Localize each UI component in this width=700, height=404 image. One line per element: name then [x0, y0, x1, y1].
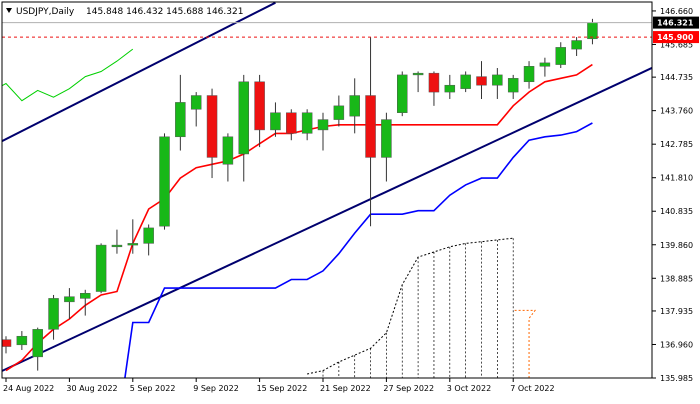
marked-level-badge	[653, 31, 699, 44]
candle-body	[32, 329, 43, 358]
plot-frame	[1, 1, 653, 379]
candle-body	[444, 84, 456, 93]
x-tick-label: 7 Oct 2022	[510, 384, 554, 393]
candle-body	[365, 95, 376, 158]
candle-body	[492, 74, 503, 86]
candle-body	[286, 112, 297, 134]
y-tick-label: 138.885	[660, 274, 693, 283]
candle-body	[190, 95, 202, 110]
current-price-badge	[653, 16, 699, 29]
candle-body	[270, 112, 281, 131]
candle-body	[206, 95, 218, 158]
candle-body	[460, 74, 471, 89]
candle-body	[127, 243, 139, 246]
candle-body	[222, 136, 234, 165]
y-tick-label: 139.860	[660, 241, 693, 250]
y-tick-label: 144.735	[660, 73, 693, 82]
candle-body	[238, 81, 249, 155]
candle-body	[301, 112, 313, 134]
tenkan-line	[124, 122, 593, 378]
candle-body	[317, 119, 329, 131]
candle-body	[2, 339, 12, 347]
candle-body	[95, 244, 107, 292]
candle-body	[428, 72, 440, 93]
candle-body	[507, 78, 519, 93]
channel-lower-line	[2, 66, 652, 373]
cloud-span-b-line	[513, 309, 537, 378]
x-tick-label: 24 Aug 2022	[3, 384, 54, 393]
x-tick-label: 21 Sep 2022	[320, 384, 371, 393]
chikou-line	[2, 48, 134, 102]
y-tick-label: 140.835	[660, 207, 693, 216]
candle-body	[333, 105, 345, 120]
marked-level-label: 145.900	[657, 33, 694, 42]
x-tick-label: 3 Oct 2022	[447, 384, 491, 393]
y-tick-label: 143.760	[660, 107, 693, 116]
y-tick-label: 135.985	[660, 374, 693, 383]
y-tick-label: 146.660	[660, 7, 693, 16]
x-tick-label: 27 Sep 2022	[383, 384, 434, 393]
candle-body	[254, 81, 265, 131]
candle-body	[539, 62, 551, 67]
candle-body	[48, 298, 59, 330]
y-tick-label: 145.685	[660, 40, 693, 49]
candle-body	[349, 95, 360, 117]
candle-body	[381, 119, 392, 158]
candle-body	[397, 74, 408, 113]
candle-body	[476, 76, 487, 86]
y-tick-label: 137.935	[660, 307, 693, 316]
candle-body	[175, 102, 186, 138]
ohlc-header: 145.848 146.432 145.688 146.321	[86, 7, 243, 17]
candle-body	[587, 22, 598, 40]
kijun-line	[5, 63, 593, 372]
y-tick-label: 136.960	[660, 340, 693, 349]
channel-upper-line	[2, 2, 276, 143]
x-tick-label: 15 Sep 2022	[257, 384, 308, 393]
candle-body	[16, 335, 28, 346]
x-tick-label: 5 Sep 2022	[130, 384, 176, 393]
candle-body	[111, 244, 123, 248]
symbol-marker-icon	[6, 8, 12, 13]
symbol-label: USDJPY,Daily	[16, 7, 75, 17]
candle-body	[64, 296, 75, 303]
candle-body	[555, 47, 566, 65]
candle-body	[80, 292, 91, 299]
candle-body	[143, 227, 154, 244]
cloud-span-a-line	[306, 237, 514, 375]
x-tick-label: 9 Sep 2022	[193, 384, 239, 393]
y-tick-label: 142.785	[660, 140, 693, 149]
x-tick-label: 30 Aug 2022	[66, 384, 117, 393]
candle-body	[412, 72, 424, 76]
y-tick-label: 141.810	[660, 174, 693, 183]
current-price-label: 146.321	[657, 19, 694, 28]
candle-body	[523, 66, 535, 83]
candle-body	[571, 40, 582, 50]
candle-body	[159, 136, 170, 227]
